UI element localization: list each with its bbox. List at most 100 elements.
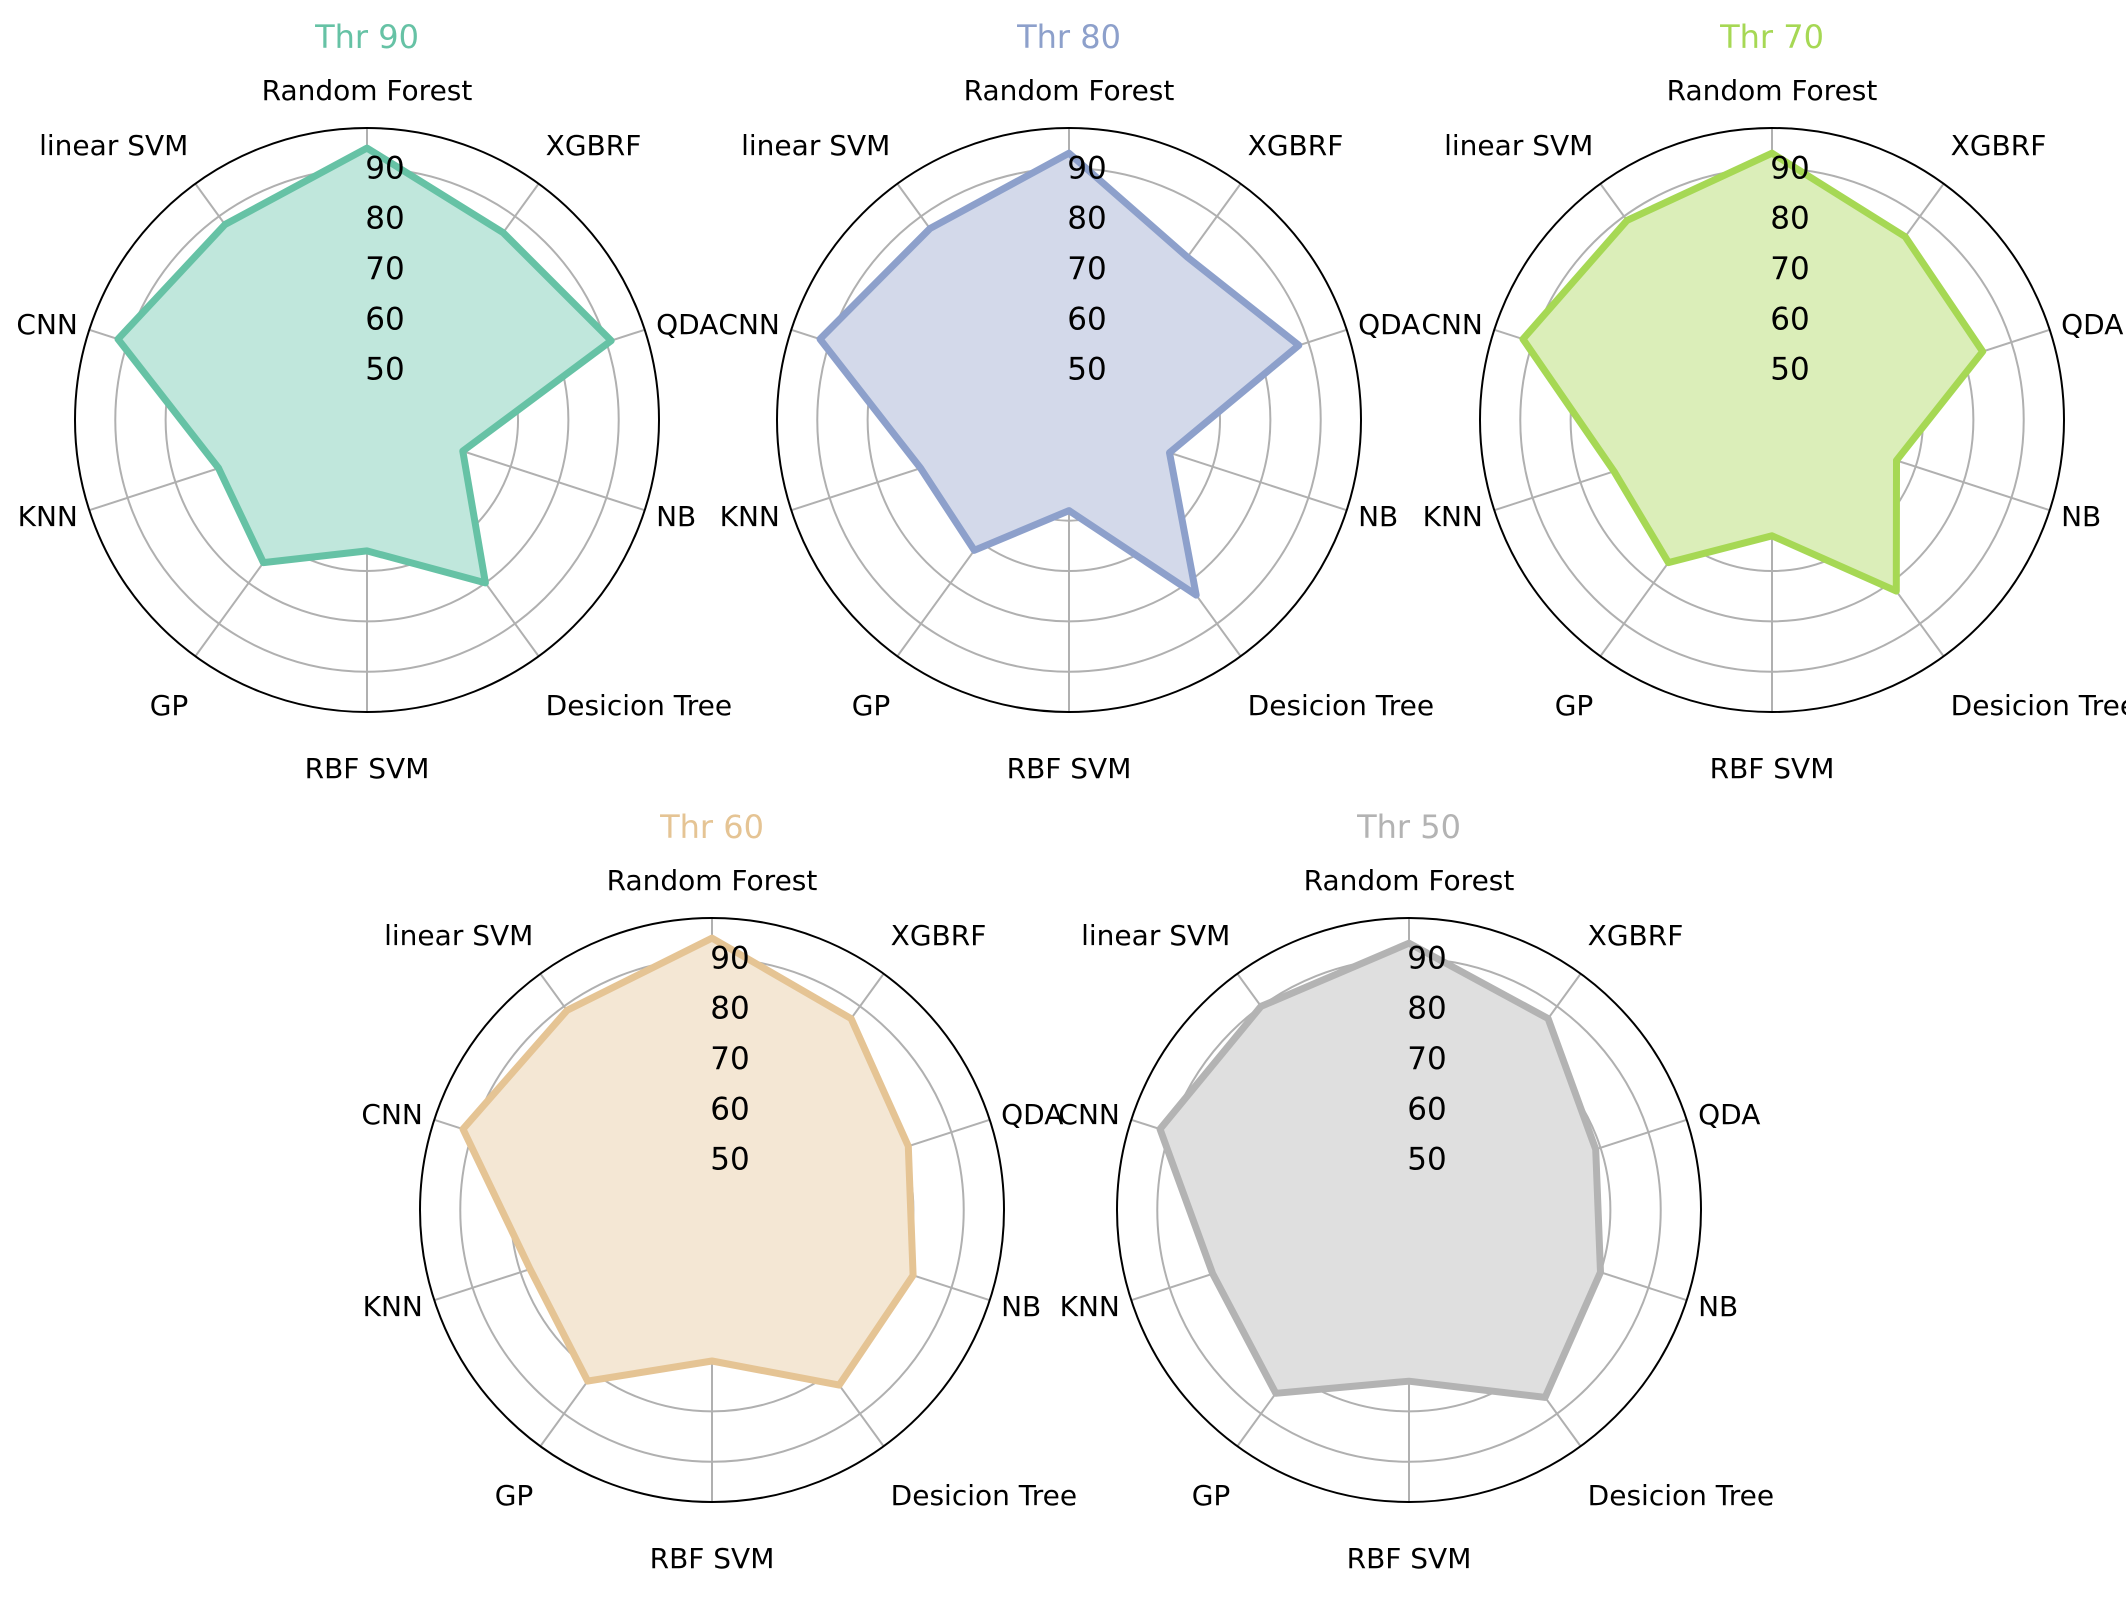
radial-tick-label: 60 xyxy=(365,301,404,337)
category-label: NB xyxy=(656,500,696,533)
radial-tick-label: 90 xyxy=(1067,150,1106,186)
category-label: XGBRF xyxy=(546,129,642,162)
radial-tick-label: 90 xyxy=(710,940,749,976)
radial-tick-label: 60 xyxy=(1407,1091,1446,1127)
series-area xyxy=(1523,153,1983,592)
category-label: linear SVM xyxy=(741,129,890,162)
category-label: CNN xyxy=(361,1098,422,1131)
radial-tick-label: 60 xyxy=(1770,301,1809,337)
radial-tick-label: 90 xyxy=(365,150,404,186)
category-label: Desicion Tree xyxy=(891,1479,1077,1512)
category-label: CNN xyxy=(1058,1098,1119,1131)
category-label: linear SVM xyxy=(39,129,188,162)
radial-tick-label: 50 xyxy=(1407,1142,1446,1178)
radial-tick-label: 60 xyxy=(710,1091,749,1127)
chart-title: Thr 50 xyxy=(1356,808,1461,846)
outer-frame xyxy=(74,127,660,713)
radar-chart-1: 50 60 70 80 90 Random Forest XGBRF QDA NB Desicio… xyxy=(718,18,1434,785)
category-label: Desicion Tree xyxy=(1951,689,2126,722)
series-line xyxy=(459,934,917,1389)
category-label: linear SVM xyxy=(384,919,533,952)
category-label: XGBRF xyxy=(1248,129,1344,162)
category-label: QDA xyxy=(656,308,718,341)
category-label: Desicion Tree xyxy=(1588,1479,1774,1512)
radial-tick-label: 90 xyxy=(1770,150,1809,186)
series-area xyxy=(463,938,914,1386)
series-area xyxy=(1160,943,1601,1398)
radial-tick-label: 80 xyxy=(1770,201,1809,237)
chart-title: Thr 70 xyxy=(1719,18,1824,56)
category-label: XGBRF xyxy=(891,919,987,952)
category-label: CNN xyxy=(718,308,779,341)
outer-frame xyxy=(776,127,1362,713)
chart-title: Thr 80 xyxy=(1016,18,1121,56)
radial-tick-label: 70 xyxy=(1067,251,1106,287)
category-label: NB xyxy=(2061,500,2101,533)
category-label: GP xyxy=(1192,1479,1231,1512)
category-label: RBF SVM xyxy=(650,1542,775,1575)
category-label: XGBRF xyxy=(1951,129,2047,162)
radial-tick-label: 80 xyxy=(365,201,404,237)
category-label: NB xyxy=(1358,500,1398,533)
category-label: Desicion Tree xyxy=(1248,689,1434,722)
radial-tick-label: 70 xyxy=(1407,1041,1446,1077)
category-label: QDA xyxy=(1358,308,1420,341)
series-line xyxy=(816,149,1303,599)
category-label: RBF SVM xyxy=(1007,752,1132,785)
category-label: KNN xyxy=(18,500,78,533)
category-label: QDA xyxy=(1698,1098,1760,1131)
series-line xyxy=(1156,939,1604,1401)
radar-chart-3: 50 60 70 80 90 Random Forest XGBRF QDA NB Desicio… xyxy=(361,808,1077,1575)
category-label: Desicion Tree xyxy=(546,689,732,722)
series-line xyxy=(1519,149,1987,595)
radial-tick-label: 70 xyxy=(365,251,404,287)
category-label: CNN xyxy=(1421,308,1482,341)
category-label: QDA xyxy=(2061,308,2123,341)
category-label: KNN xyxy=(363,1290,423,1323)
category-label: Random Forest xyxy=(607,864,818,897)
radial-tick-label: 90 xyxy=(1407,940,1446,976)
radial-tick-label: 70 xyxy=(710,1041,749,1077)
category-label: QDA xyxy=(1001,1098,1063,1131)
category-label: GP xyxy=(852,689,891,722)
radial-tick-label: 80 xyxy=(1407,991,1446,1027)
radar-chart-4: 50 60 70 80 90 Random Forest XGBRF QDA NB Desicio… xyxy=(1058,808,1774,1575)
radial-tick-label: 50 xyxy=(365,352,404,388)
radial-tick-label: 60 xyxy=(1067,301,1106,337)
category-label: RBF SVM xyxy=(1347,1542,1472,1575)
outer-frame xyxy=(1479,127,2065,713)
category-label: CNN xyxy=(16,308,77,341)
radar-chart-2: 50 60 70 80 90 Random Forest XGBRF QDA NB Desicio… xyxy=(1421,18,2126,785)
outer-frame xyxy=(419,917,1005,1503)
category-label: RBF SVM xyxy=(305,752,430,785)
category-label: KNN xyxy=(1423,500,1483,533)
category-label: NB xyxy=(1698,1290,1738,1323)
category-label: linear SVM xyxy=(1081,919,1230,952)
category-label: GP xyxy=(495,1479,534,1512)
category-label: Random Forest xyxy=(1304,864,1515,897)
radial-tick-label: 50 xyxy=(1067,352,1106,388)
category-label: GP xyxy=(1555,689,1594,722)
category-label: RBF SVM xyxy=(1710,752,1835,785)
chart-title: Thr 60 xyxy=(659,808,764,846)
category-label: GP xyxy=(150,689,189,722)
category-label: XGBRF xyxy=(1588,919,1684,952)
category-label: KNN xyxy=(720,500,780,533)
category-label: Random Forest xyxy=(1667,74,1878,107)
radial-tick-label: 80 xyxy=(710,991,749,1027)
category-label: NB xyxy=(1001,1290,1041,1323)
radial-tick-label: 50 xyxy=(710,1142,749,1178)
radar-chart-0: 50 60 70 80 90 Random Forest XGBRF QDA NB Desicio… xyxy=(16,18,732,785)
category-label: Random Forest xyxy=(262,74,473,107)
chart-title: Thr 90 xyxy=(314,18,419,56)
radial-tick-label: 50 xyxy=(1770,352,1809,388)
radial-tick-label: 80 xyxy=(1067,201,1106,237)
radial-tick-label: 70 xyxy=(1770,251,1809,287)
series-area xyxy=(118,148,612,583)
series-line xyxy=(114,144,615,587)
outer-frame xyxy=(1116,917,1702,1503)
category-label: Random Forest xyxy=(964,74,1175,107)
series-area xyxy=(820,153,1299,596)
category-label: KNN xyxy=(1060,1290,1120,1323)
